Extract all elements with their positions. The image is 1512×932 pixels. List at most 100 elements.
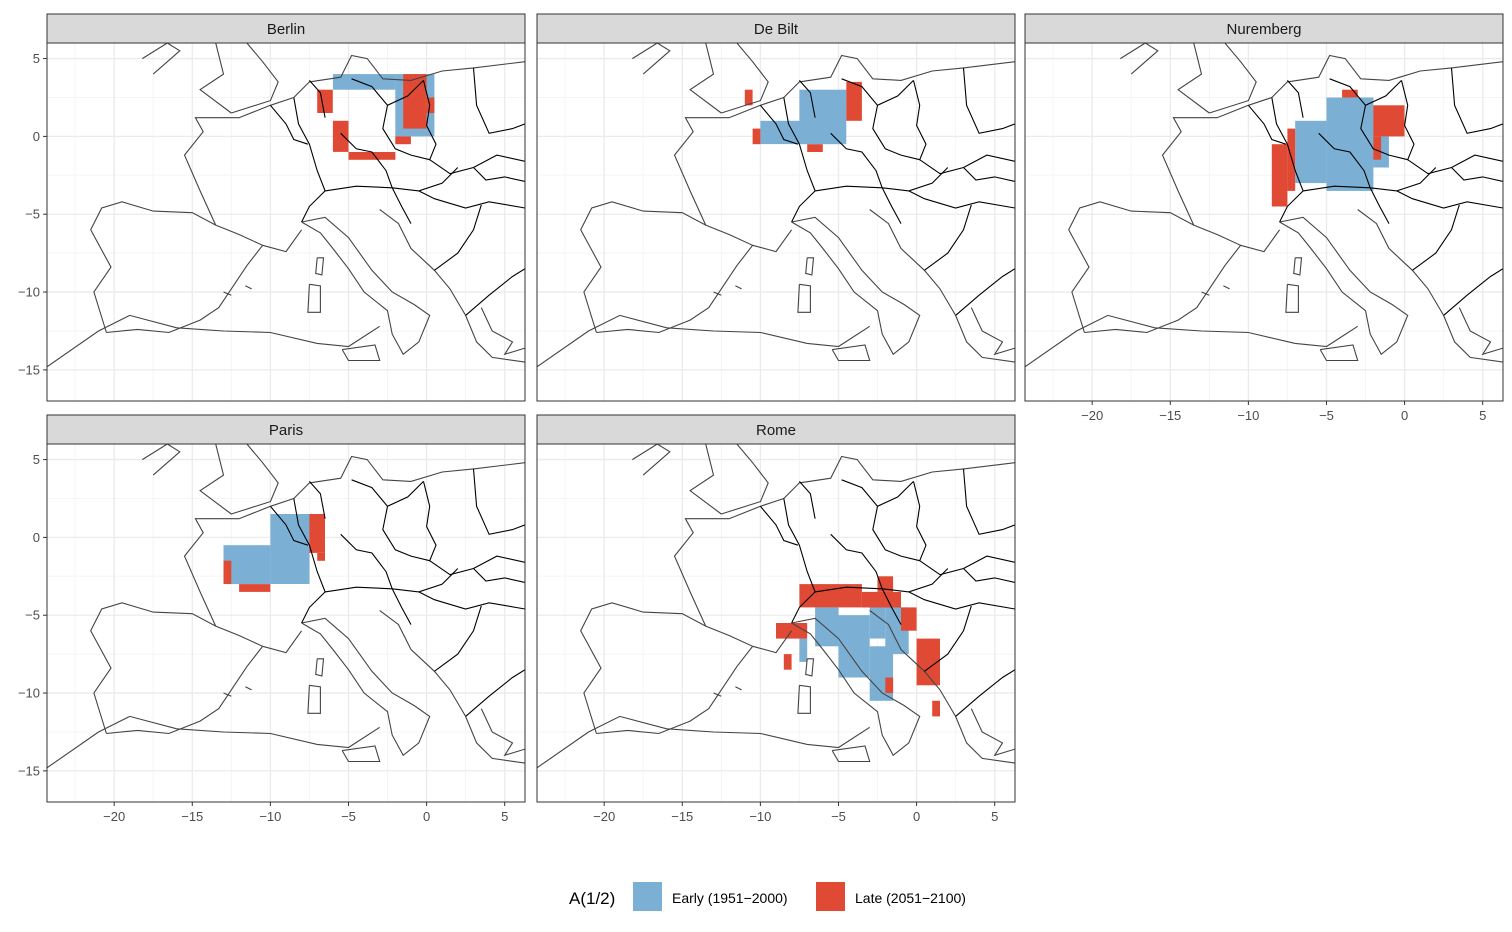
coastline <box>1271 54 1503 98</box>
early-region-cell <box>270 514 310 584</box>
y-tick-label: 0 <box>33 129 40 144</box>
coastline <box>183 96 294 226</box>
facet-strip <box>46 414 526 445</box>
country-border <box>465 669 525 717</box>
late-region-cell <box>861 591 901 608</box>
coastline <box>1177 43 1257 114</box>
late-region-cell <box>932 700 940 717</box>
coastline <box>223 692 232 697</box>
y-tick-label: −15 <box>18 763 40 778</box>
country-border <box>963 167 1015 183</box>
facet-berlin: Berlin 5 0 −5 −10 −15 <box>18 13 526 402</box>
country-border <box>465 268 525 316</box>
facet-rome: Rome −20 −15 −10 −5 0 5 <box>536 414 1016 824</box>
panel-background <box>1025 43 1503 401</box>
late-region-cell <box>348 152 396 160</box>
coastline <box>1223 285 1230 290</box>
country-border <box>308 80 326 118</box>
coastline <box>791 617 921 757</box>
country-border <box>783 498 816 624</box>
coastline <box>797 283 811 313</box>
coastline <box>797 684 811 714</box>
country-border <box>472 468 525 535</box>
country-border <box>924 204 972 271</box>
legend-label: Late (2051−2100) <box>855 890 966 906</box>
coastline <box>245 285 252 290</box>
late-region-cell <box>783 654 792 670</box>
y-tick-label: −5 <box>25 207 40 222</box>
coastline <box>791 216 921 356</box>
facet-panels: Berlin 5 0 −5 −10 −15 De Bilt Nuremberg −20 −15 −1… <box>18 13 1504 824</box>
coastline <box>142 43 181 75</box>
x-tick-label: 0 <box>423 809 430 824</box>
country-border <box>955 268 1015 316</box>
late-region-cell <box>901 607 917 631</box>
coastline <box>970 307 1015 356</box>
country-border <box>340 132 393 188</box>
facet-strip <box>536 13 1016 44</box>
coastline <box>1293 257 1303 276</box>
x-tick-label: −20 <box>103 809 125 824</box>
x-tick-label: −5 <box>1319 408 1334 423</box>
coastline <box>713 291 722 296</box>
late-region-cell <box>332 120 349 152</box>
legend-label: Early (1951−2000) <box>672 890 788 906</box>
y-tick-label: −10 <box>18 686 40 701</box>
coastline <box>735 686 742 691</box>
coastline <box>735 285 742 290</box>
country-border <box>391 588 412 625</box>
panel-border <box>536 42 1016 402</box>
x-tick-label: −5 <box>831 809 846 824</box>
country-border <box>881 588 902 625</box>
country-border <box>881 187 902 224</box>
country-border <box>924 605 972 672</box>
country-border <box>830 132 883 188</box>
country-border <box>434 605 482 672</box>
x-tick-label: −5 <box>341 809 356 824</box>
country-border <box>325 167 459 192</box>
country-border <box>325 568 459 593</box>
late-region-cell <box>239 584 271 592</box>
facet-strip <box>46 13 526 44</box>
panel-border <box>46 42 526 402</box>
coastline <box>805 658 815 677</box>
country-border <box>269 505 309 546</box>
coastline <box>1120 43 1159 75</box>
late-region-cell <box>799 584 862 608</box>
country-border <box>473 568 525 584</box>
coastline <box>1458 307 1503 356</box>
coastline <box>831 344 871 362</box>
late-region-cell <box>752 128 761 145</box>
country-border <box>473 167 525 183</box>
country-border <box>1247 104 1287 145</box>
country-border <box>1318 132 1371 188</box>
y-tick-label: 5 <box>33 51 40 66</box>
late-region-cell <box>317 89 333 113</box>
coastline <box>1161 96 1272 226</box>
late-region-cell <box>846 81 862 121</box>
coastline <box>783 455 1015 499</box>
coastline <box>1319 344 1359 362</box>
x-tick-label: 5 <box>1479 408 1486 423</box>
panel-background <box>47 43 525 401</box>
coastline <box>537 314 870 368</box>
coastline <box>199 43 279 114</box>
country-border <box>1451 167 1503 183</box>
country-border <box>434 204 482 271</box>
country-border <box>908 190 1015 209</box>
coastline <box>1201 291 1210 296</box>
late-region-cell <box>395 136 411 145</box>
early-region-cell <box>223 545 271 585</box>
late-region-cell <box>1373 136 1382 160</box>
late-region-cell <box>916 638 940 686</box>
country-border <box>798 80 816 118</box>
coastline <box>301 617 431 757</box>
country-border <box>391 187 412 224</box>
country-border <box>815 167 949 192</box>
facet-title: Rome <box>756 422 796 439</box>
late-region-cell <box>317 553 325 561</box>
country-border <box>963 568 1015 584</box>
early-region-cell <box>838 615 870 678</box>
late-region-cell <box>807 144 823 152</box>
